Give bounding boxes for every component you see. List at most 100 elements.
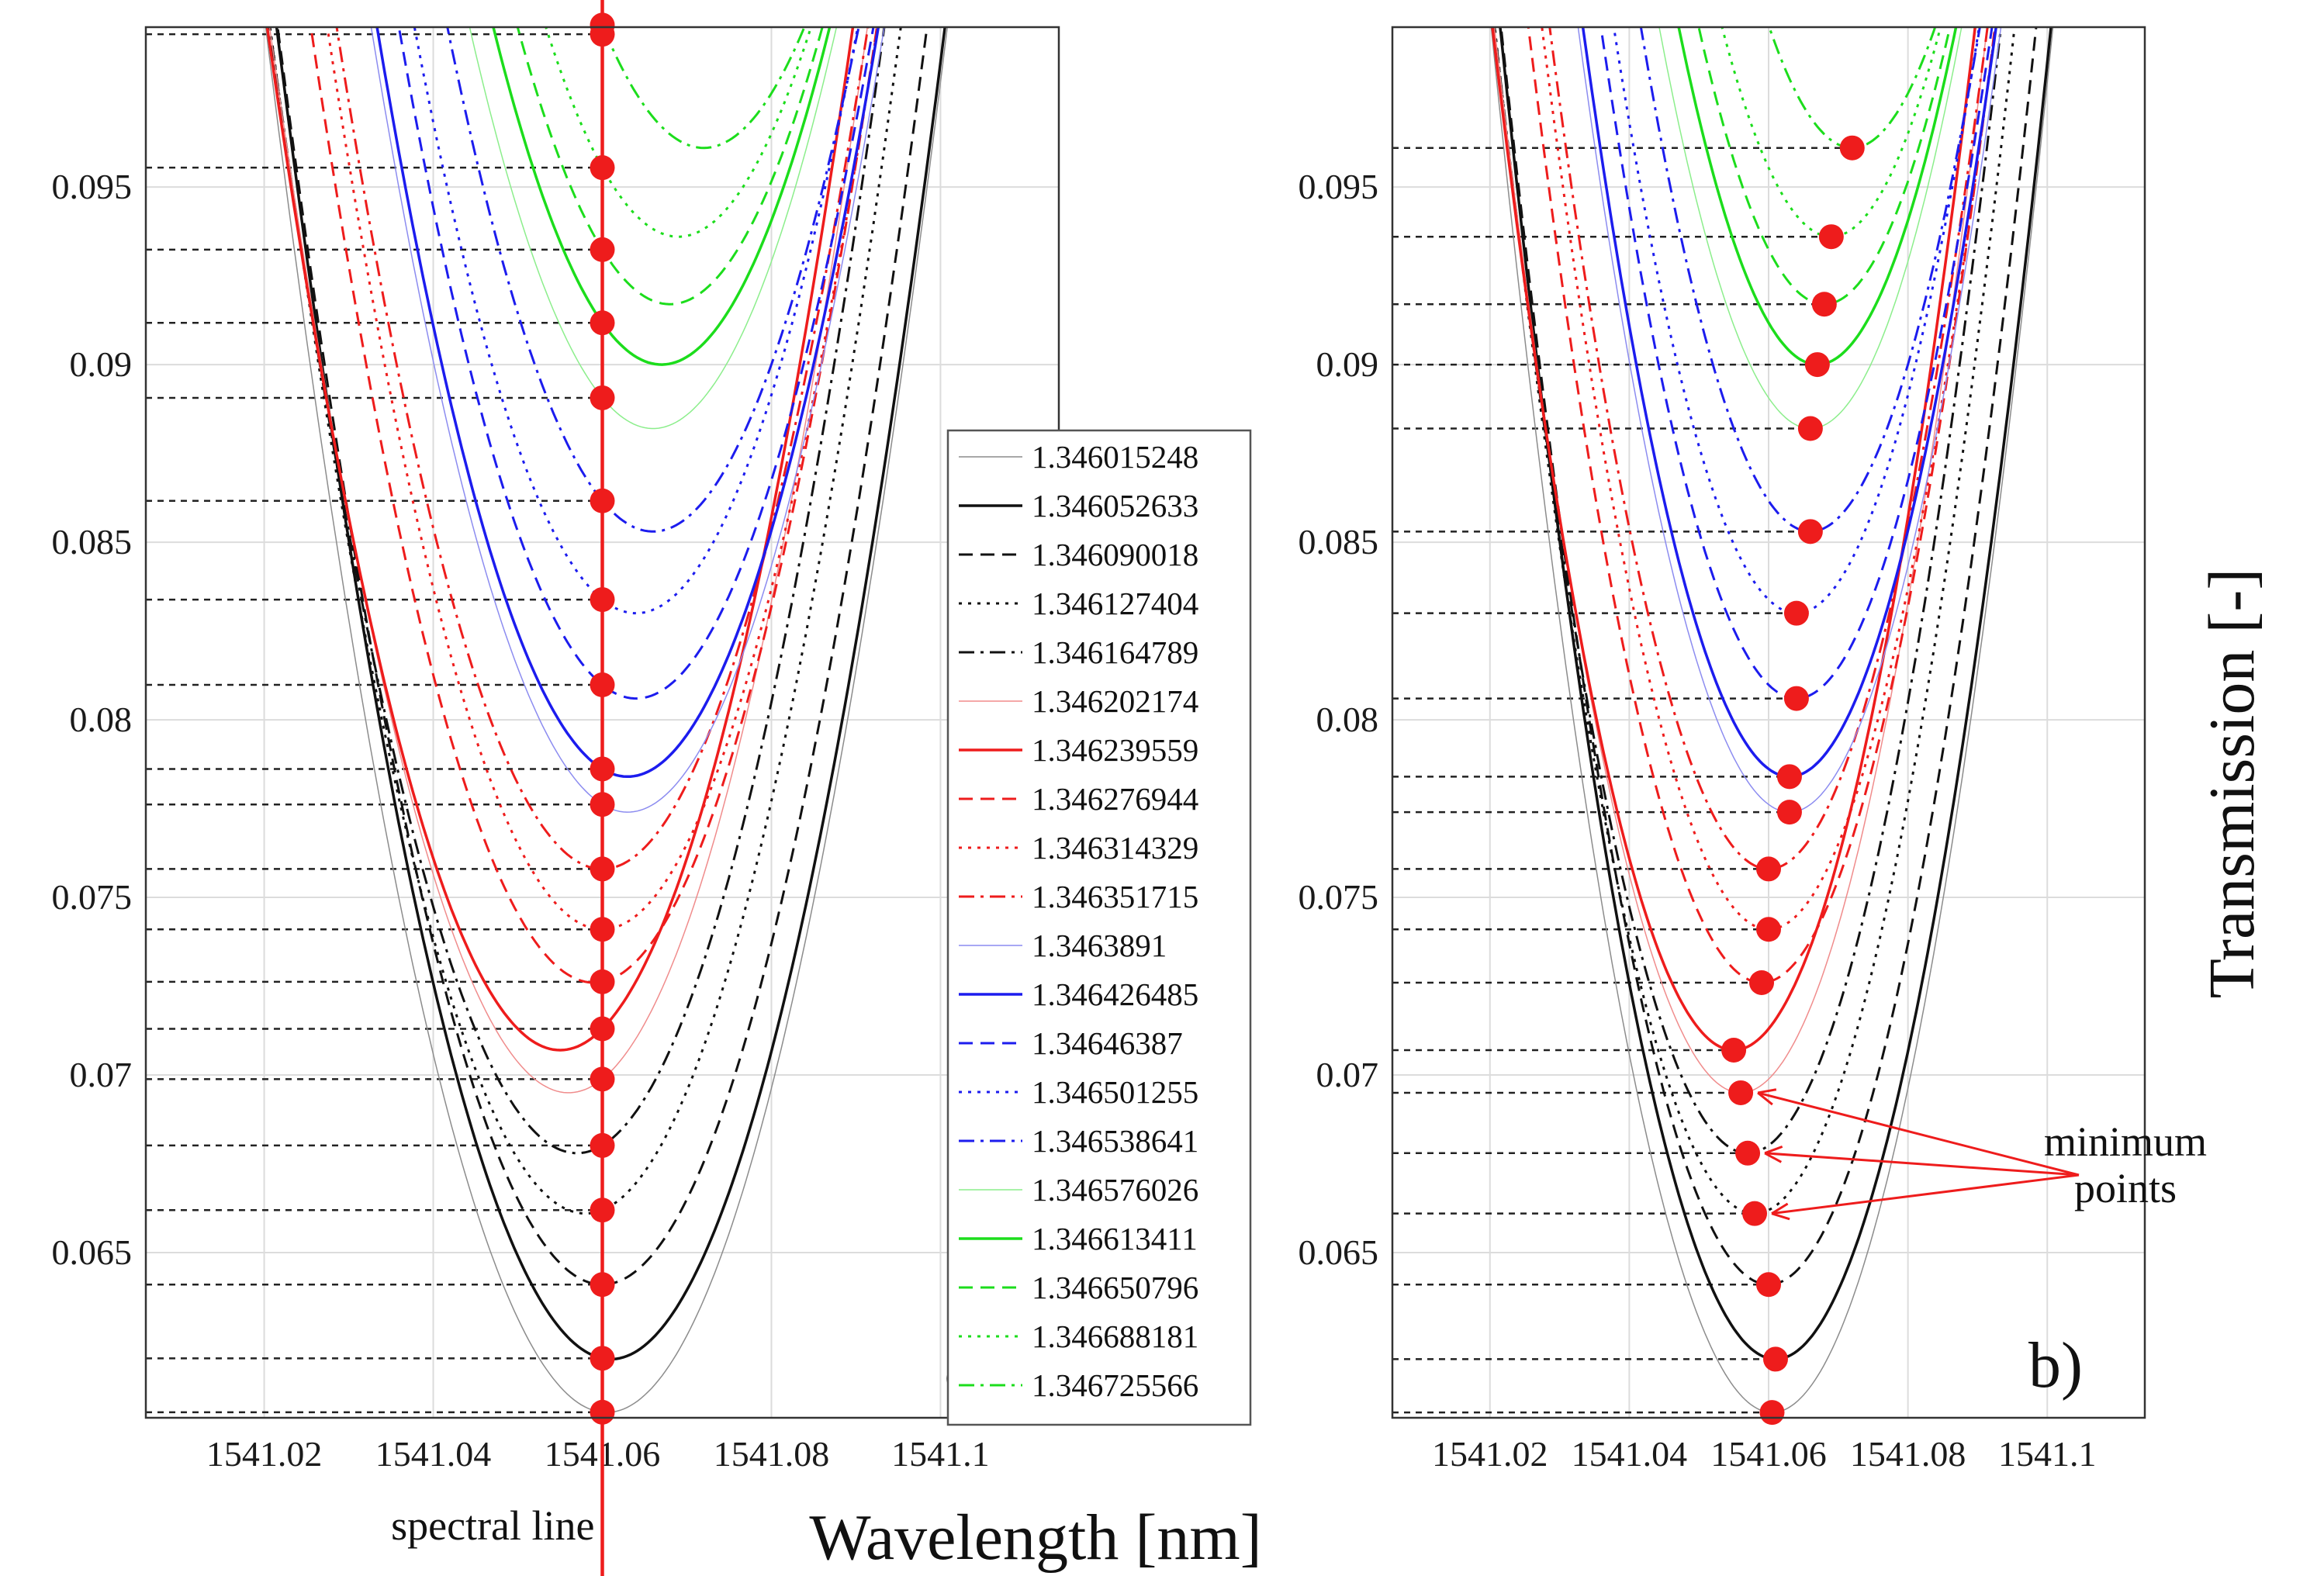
- y-tick-label: 0.095: [1299, 167, 1379, 206]
- series-curve: [1499, 27, 2038, 1286]
- legend: 1.346015248 1.346052633 1.346090018 1.34612…: [946, 429, 1252, 1426]
- series-curve: [1491, 27, 1976, 1052]
- y-tick-label: 0.08: [1316, 700, 1379, 739]
- marker-point: [590, 587, 615, 613]
- legend-entry: 1.346127404: [1032, 586, 1198, 621]
- marker-point: [590, 917, 615, 942]
- marker-point: [590, 310, 615, 336]
- series-curve: [1577, 27, 2002, 813]
- marker-point: [1756, 1272, 1781, 1298]
- y-tick-label: 0.07: [1316, 1055, 1379, 1094]
- legend-entry: 1.346725566: [1032, 1367, 1198, 1403]
- legend-entry: 1.346650796: [1032, 1270, 1198, 1305]
- marker-point: [1804, 352, 1830, 378]
- panel-a: 1541.02 1541.04 1541.06 1541.08 1541.10.0650…: [52, 0, 1060, 1576]
- panel-label: b): [2028, 1329, 2083, 1401]
- annotation-arrowhead: [1764, 1145, 1783, 1163]
- legend-entry: 1.346688181: [1032, 1319, 1198, 1354]
- legend-entry: 1.346613411: [1032, 1221, 1198, 1256]
- marker-point: [1776, 800, 1802, 825]
- marker-point: [590, 385, 615, 410]
- legend-entry: 1.346015248: [1032, 439, 1198, 475]
- legend-entry: 1.346276944: [1032, 781, 1198, 817]
- x-tick-label: 1541.06: [1710, 1434, 1827, 1474]
- series-curve: [1721, 27, 1942, 238]
- marker-point: [590, 237, 615, 262]
- marker-point: [1721, 1037, 1747, 1063]
- marker-point: [590, 488, 615, 513]
- annotation-arrow: [1771, 1173, 2080, 1215]
- series-curve: [1599, 27, 1994, 700]
- legend-entry: 1.346351715: [1032, 879, 1198, 914]
- marker-point: [590, 1016, 615, 1042]
- series-curve: [1677, 27, 1958, 366]
- x-tick-label: 1541.1: [891, 1434, 990, 1474]
- x-tick-label: 1541.08: [714, 1434, 830, 1474]
- marker-point: [590, 1132, 615, 1158]
- marker-point: [1762, 1346, 1788, 1372]
- marker-point: [590, 672, 615, 697]
- annotation-arrowhead: [1757, 1088, 1777, 1106]
- marker-point: [1839, 135, 1865, 161]
- y-axis-title: Transmission [-]: [2196, 569, 2268, 999]
- marker-point: [1818, 224, 1844, 250]
- annotation-arrow: [1757, 1091, 2080, 1177]
- legend-box: [946, 429, 1252, 1426]
- legend-entry: 1.346538641: [1032, 1123, 1198, 1159]
- series-curve: [1493, 27, 1988, 1094]
- marker-point: [1749, 969, 1775, 995]
- y-tick-label: 0.09: [70, 344, 133, 384]
- marker-point: [1797, 416, 1823, 441]
- marker-point: [1776, 764, 1802, 790]
- legend-entry: 1.3463891: [1032, 928, 1167, 963]
- annotation-arrowhead: [1771, 1202, 1790, 1221]
- legend-entry: 1.346501255: [1032, 1074, 1198, 1110]
- series-curve: [1658, 27, 1963, 430]
- annotation-arrow: [1764, 1152, 2080, 1177]
- marker-point: [1783, 600, 1809, 626]
- marker-point: [590, 969, 615, 994]
- y-tick-label: 0.075: [1299, 877, 1379, 917]
- marker-point: [1759, 1400, 1785, 1426]
- y-tick-label: 0.065: [1299, 1232, 1379, 1272]
- marker-point: [590, 155, 615, 181]
- marker-point: [1811, 292, 1837, 317]
- marker-point: [590, 1198, 615, 1223]
- minimum-points-label: minimum: [2044, 1118, 2207, 1165]
- marker-point: [1742, 1201, 1768, 1226]
- y-tick-label: 0.095: [52, 167, 133, 206]
- x-tick-label: 1541.1: [1998, 1434, 2097, 1474]
- legend-entry: 1.346239559: [1032, 732, 1198, 768]
- x-tick-label: 1541.04: [1572, 1434, 1688, 1474]
- marker-point: [1756, 856, 1781, 882]
- axes-box: [1391, 26, 2146, 1419]
- y-tick-label: 0.07: [70, 1055, 133, 1094]
- y-tick-label: 0.09: [1316, 344, 1379, 384]
- panel-b: 1541.02 1541.04 1541.06 1541.08 1541.1 0.065 0…: [1299, 26, 2207, 1474]
- marker-point: [1756, 917, 1781, 942]
- x-axis-title: Wavelength [nm]: [809, 1502, 1261, 1574]
- legend-entry: 1.346164789: [1032, 634, 1198, 670]
- marker-point: [590, 792, 615, 817]
- x-tick-label: 1541.02: [1432, 1434, 1548, 1474]
- legend-entry: 1.34646387: [1032, 1025, 1183, 1061]
- marker-point: [590, 1066, 615, 1092]
- marker-point: [1797, 519, 1823, 544]
- series-curve: [1581, 27, 1997, 779]
- spectral-line-label: spectral line: [391, 1502, 594, 1549]
- marker-point: [590, 1399, 615, 1425]
- marker-point: [590, 22, 615, 47]
- legend-entry: 1.346314329: [1032, 830, 1198, 866]
- marker-point: [590, 756, 615, 782]
- marker-point: [590, 1346, 615, 1371]
- x-tick-label: 1541.08: [1850, 1434, 1966, 1474]
- marker-point: [590, 856, 615, 882]
- legend-entry: 1.346052633: [1032, 488, 1198, 524]
- marker-point: [1728, 1080, 1754, 1105]
- legend-entry: 1.346426485: [1032, 976, 1198, 1012]
- y-tick-label: 0.085: [1299, 522, 1379, 562]
- y-tick-label: 0.075: [52, 877, 133, 917]
- x-tick-label: 1541.02: [206, 1434, 323, 1474]
- legend-entry: 1.346202174: [1032, 683, 1198, 719]
